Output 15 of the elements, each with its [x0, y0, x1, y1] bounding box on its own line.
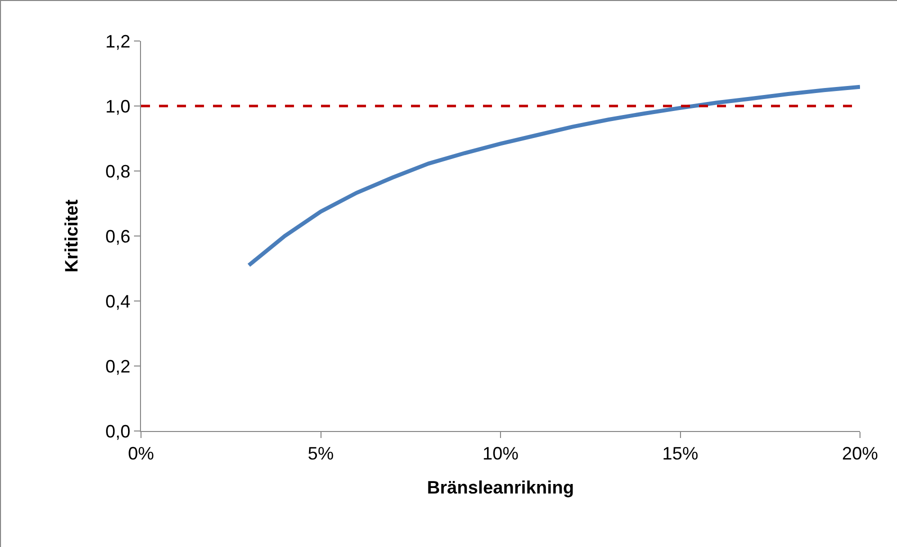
- x-tick-label: 0%: [128, 444, 154, 464]
- y-tick-label: 0,0: [105, 421, 130, 442]
- y-tick-label: 0,2: [105, 356, 130, 376]
- y-tick-label: 0,4: [105, 291, 130, 312]
- line-series: [246, 84, 860, 268]
- x-tick-label: 20%: [842, 444, 878, 464]
- y-tick-label: 1,2: [105, 31, 130, 52]
- y-tick-label: 0,6: [105, 226, 130, 246]
- y-tick-label: 0,8: [105, 161, 130, 182]
- x-tick-label: 10%: [482, 444, 519, 464]
- x-axis-title: Bränsleanrikning: [426, 478, 574, 498]
- y-tick-label: 1,0: [105, 96, 130, 116]
- y-axis-title: Kriticitet: [62, 199, 82, 273]
- x-tick-label: 15%: [662, 444, 698, 464]
- x-tick-label: 5%: [308, 444, 334, 464]
